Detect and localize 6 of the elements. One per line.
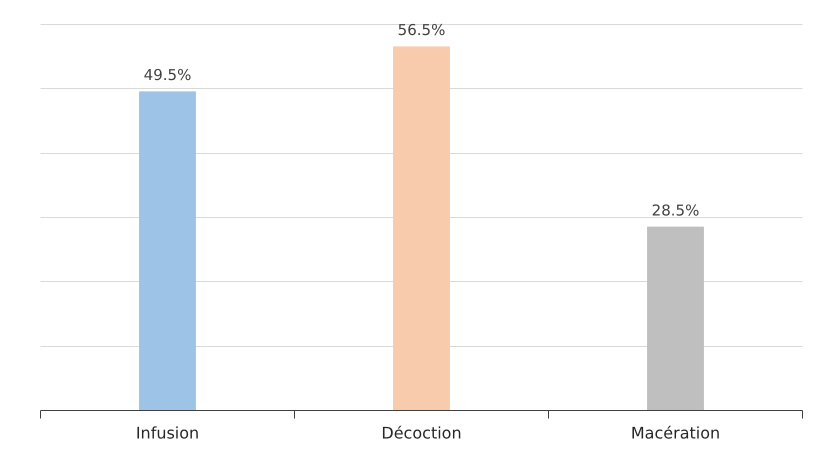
- x-tick-label: Macération: [630, 424, 720, 442]
- x-tick-label: Infusion: [136, 424, 200, 442]
- data-label: 56.5%: [398, 21, 446, 40]
- data-label: 49.5%: [144, 66, 192, 84]
- data-label: 28.5%: [652, 201, 700, 220]
- x-tick-label: Décoction: [381, 424, 462, 442]
